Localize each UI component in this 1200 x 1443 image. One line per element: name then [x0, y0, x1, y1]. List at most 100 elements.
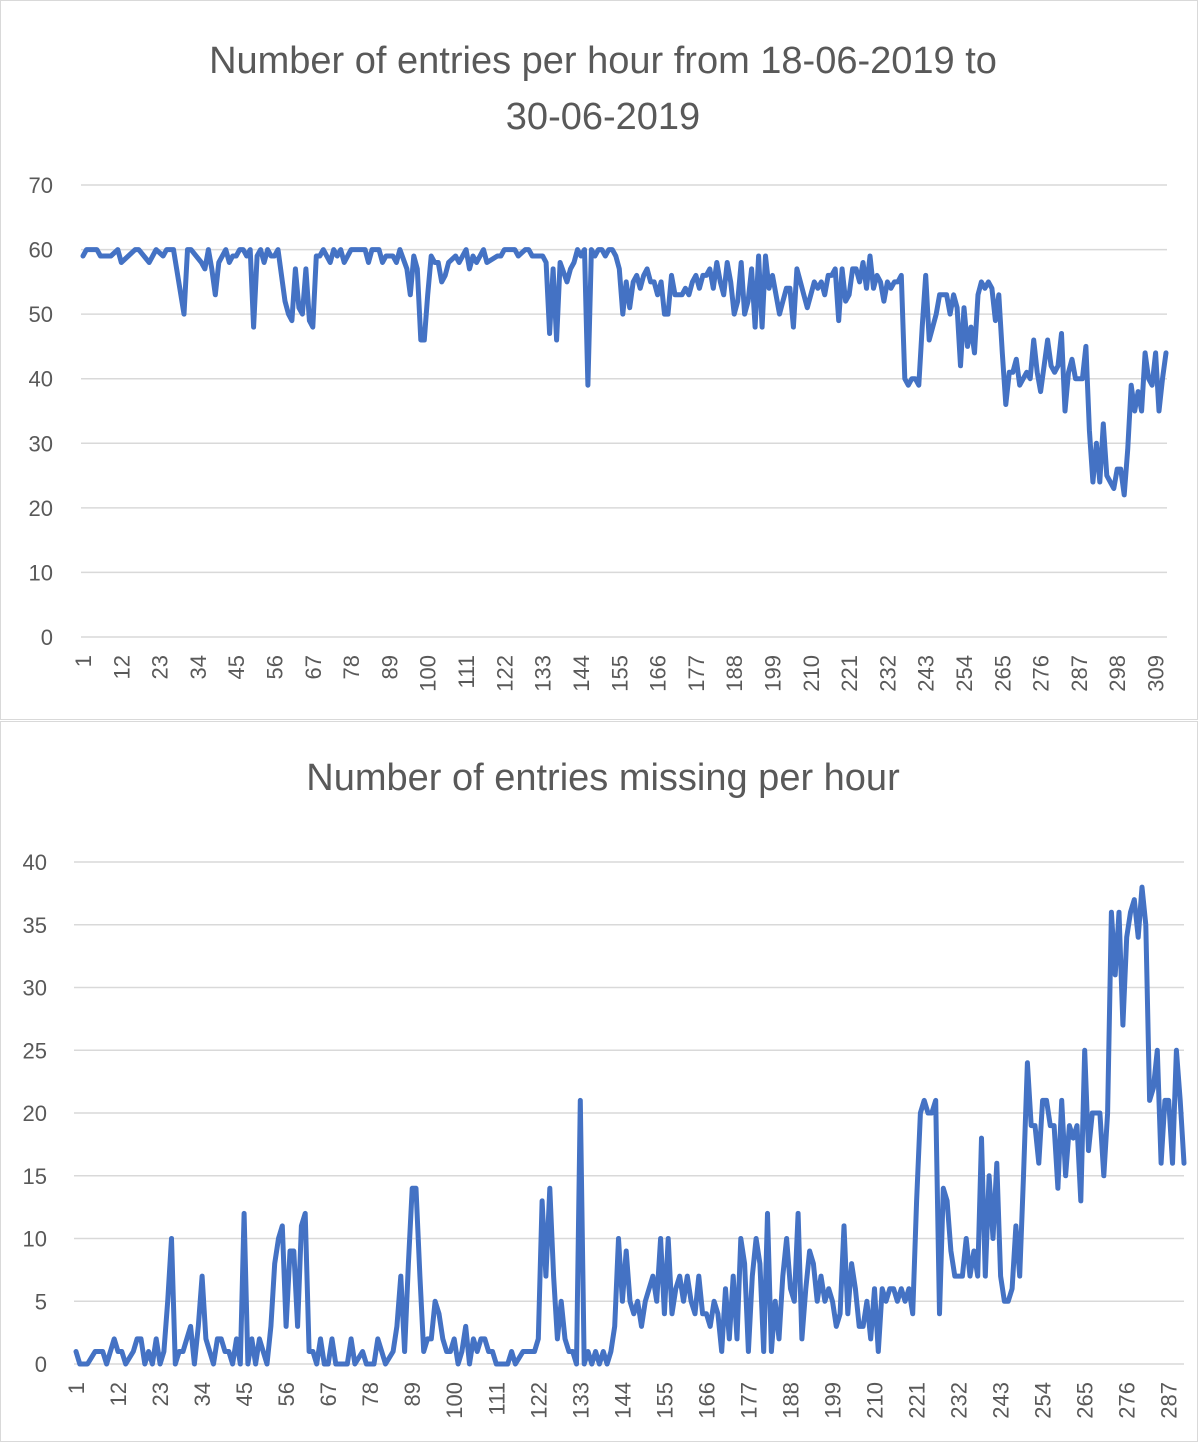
- data-point: [197, 1325, 200, 1328]
- data-point: [903, 377, 906, 380]
- x-tick-label: 177: [736, 1382, 761, 1419]
- data-point: [590, 248, 593, 251]
- series-line: [76, 887, 1184, 1364]
- data-point: [1137, 936, 1140, 939]
- data-point: [300, 1224, 303, 1227]
- data-point: [166, 1300, 169, 1303]
- data-point: [457, 1363, 460, 1366]
- x-tick-label: 78: [339, 655, 364, 679]
- data-point: [872, 287, 875, 290]
- data-point: [701, 1312, 704, 1315]
- data-point: [423, 339, 426, 342]
- data-point: [371, 248, 374, 251]
- x-tick-label: 100: [442, 1382, 467, 1419]
- data-point: [915, 1199, 918, 1202]
- data-point: [201, 1275, 204, 1278]
- data-point: [1018, 1275, 1021, 1278]
- data-point: [697, 1275, 700, 1278]
- series-line: [83, 250, 1166, 495]
- data-point: [949, 1250, 952, 1253]
- data-point: [919, 1112, 922, 1115]
- data-point: [517, 255, 520, 258]
- data-point: [373, 1363, 376, 1366]
- data-point: [946, 1199, 949, 1202]
- data-point: [788, 287, 791, 290]
- data-point: [491, 1350, 494, 1353]
- data-point: [949, 313, 952, 316]
- data-point: [843, 1224, 846, 1227]
- data-point: [245, 255, 248, 258]
- data-point: [602, 1350, 605, 1353]
- data-point: [531, 255, 534, 258]
- data-point: [1037, 1162, 1040, 1165]
- data-point: [365, 1363, 368, 1366]
- data-point: [889, 287, 892, 290]
- data-point: [651, 1275, 654, 1278]
- data-point: [834, 267, 837, 270]
- data-point: [1112, 487, 1115, 490]
- data-point: [590, 1363, 593, 1366]
- data-point: [332, 248, 335, 251]
- data-point: [963, 306, 966, 309]
- data-point: [694, 274, 697, 277]
- data-point: [865, 287, 868, 290]
- data-point: [795, 267, 798, 270]
- data-point: [712, 287, 715, 290]
- data-point: [454, 255, 457, 258]
- data-point: [942, 1187, 945, 1190]
- chart-title: Number of entries missing per hour: [306, 757, 900, 799]
- data-point: [556, 1337, 559, 1340]
- data-point: [331, 1337, 334, 1340]
- data-point: [514, 1363, 517, 1366]
- data-point: [869, 1337, 872, 1340]
- data-point: [1011, 1287, 1014, 1290]
- x-tick-label: 144: [610, 1382, 635, 1419]
- data-point: [82, 255, 85, 258]
- x-tick-label: 67: [301, 655, 326, 679]
- data-point: [1053, 1124, 1056, 1127]
- data-point: [1160, 1162, 1163, 1165]
- data-point: [674, 293, 677, 296]
- data-point: [586, 384, 589, 387]
- data-point: [1116, 468, 1119, 471]
- data-point: [94, 1350, 97, 1353]
- data-point: [687, 293, 690, 296]
- data-point: [1175, 1049, 1178, 1052]
- x-tick-label: 111: [454, 655, 479, 688]
- y-tick-label: 0: [35, 1352, 47, 1377]
- data-point: [956, 306, 959, 309]
- data-point: [510, 1350, 513, 1353]
- data-point: [1119, 468, 1122, 471]
- data-point: [882, 300, 885, 303]
- x-tick-label: 309: [1144, 655, 1169, 692]
- x-tick-label: 265: [1073, 1382, 1098, 1419]
- data-point: [1041, 1099, 1044, 1102]
- data-point: [667, 313, 670, 316]
- data-point: [990, 287, 993, 290]
- y-tick-label: 15: [23, 1164, 47, 1189]
- data-point: [1001, 351, 1004, 354]
- data-point: [113, 1337, 116, 1340]
- data-point: [927, 1112, 930, 1115]
- data-point: [308, 1350, 311, 1353]
- y-tick-label: 10: [29, 560, 53, 585]
- data-point: [1072, 1137, 1075, 1140]
- data-point: [655, 1300, 658, 1303]
- data-point: [583, 248, 586, 251]
- data-point: [649, 280, 652, 283]
- data-point: [381, 261, 384, 264]
- data-point: [775, 293, 778, 296]
- data-point: [604, 255, 607, 258]
- x-tick-label: 210: [863, 1382, 888, 1419]
- y-tick-label: 20: [23, 1101, 47, 1126]
- data-point: [315, 1363, 318, 1366]
- data-point: [301, 313, 304, 316]
- data-point: [506, 1363, 509, 1366]
- data-point: [768, 287, 771, 290]
- data-point: [992, 1237, 995, 1240]
- data-point: [395, 1325, 398, 1328]
- x-tick-label: 56: [263, 655, 288, 679]
- data-point: [629, 1300, 632, 1303]
- data-point: [732, 1275, 735, 1278]
- data-point: [210, 267, 213, 270]
